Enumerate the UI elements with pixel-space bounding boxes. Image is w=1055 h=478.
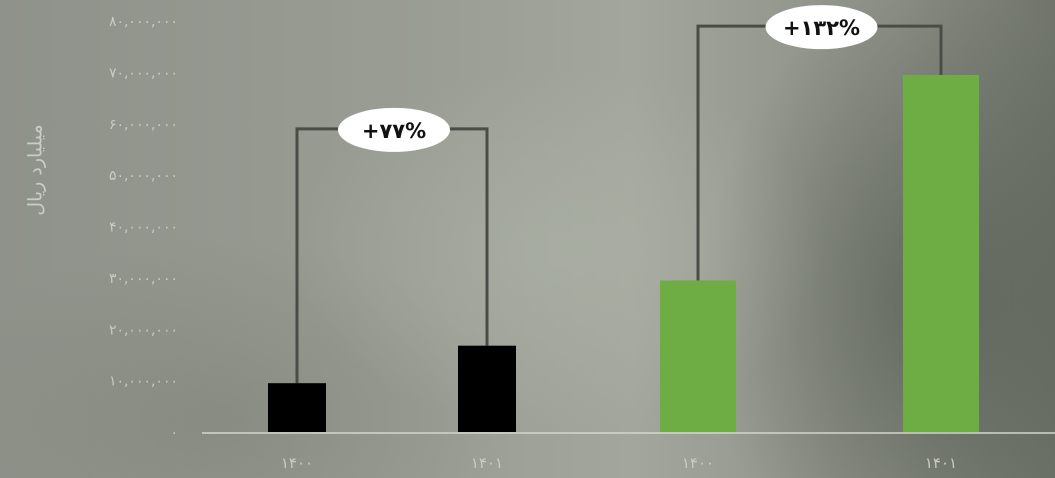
annotation-pill xyxy=(338,107,450,152)
y-tick-label: ۸۰,۰۰۰,۰۰۰ xyxy=(109,14,178,30)
bar xyxy=(660,280,736,432)
x-tick-label: ۱۴۰۱ xyxy=(471,454,503,472)
bar xyxy=(268,383,326,432)
bar xyxy=(903,74,979,432)
annotation-label: +۱۳۲% xyxy=(783,16,860,40)
y-tick-label: ۷۰,۰۰۰,۰۰۰ xyxy=(109,65,178,81)
y-tick-label: ۱۰,۰۰۰,۰۰۰ xyxy=(109,374,178,390)
y-tick-label: ۰ xyxy=(170,425,178,441)
x-tick-label: ۱۴۰۱ xyxy=(925,454,957,472)
y-tick-label: ۴۰,۰۰۰,۰۰۰ xyxy=(109,220,178,236)
annotation-label: +۷۷% xyxy=(362,119,426,143)
x-tick-label: ۱۴۰۰ xyxy=(281,454,313,472)
bar xyxy=(458,345,516,432)
y-tick-label: ۳۰,۰۰۰,۰۰۰ xyxy=(109,271,178,287)
y-tick-label: ۶۰,۰۰۰,۰۰۰ xyxy=(109,117,178,133)
x-tick-label: ۱۴۰۰ xyxy=(682,454,714,472)
annotation-pill xyxy=(765,5,878,50)
y-tick-label: ۵۰,۰۰۰,۰۰۰ xyxy=(109,168,178,184)
y-tick-label: ۲۰,۰۰۰,۰۰۰ xyxy=(109,322,178,338)
